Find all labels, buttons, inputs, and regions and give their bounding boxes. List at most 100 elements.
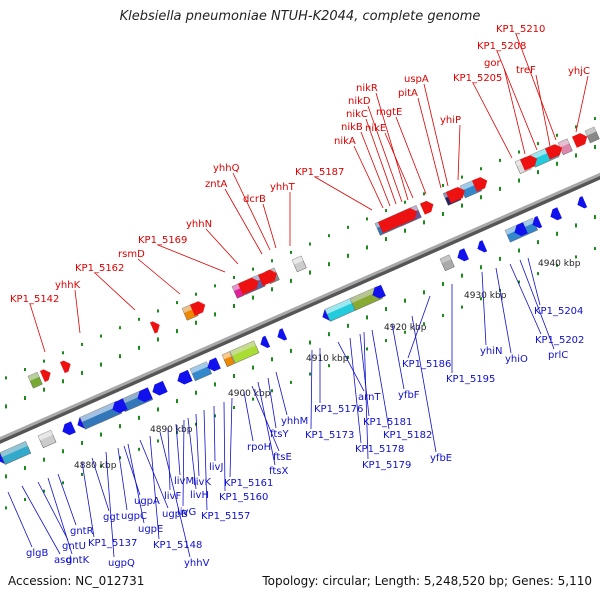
forward-gene-label: KP1_5208 — [477, 41, 526, 52]
gene-feature — [221, 351, 235, 368]
gene-feature — [60, 360, 71, 374]
forward-leader-line — [472, 82, 513, 159]
gene-feature — [112, 398, 128, 414]
gene-feature — [238, 277, 259, 295]
reverse-leader-line — [519, 259, 555, 350]
forward-leader-line — [314, 176, 373, 211]
gene-arrow — [572, 133, 588, 148]
tick-mark — [309, 270, 311, 275]
forward-gene-label: KP1_5205 — [453, 73, 502, 84]
scale-label: 4940 kbp — [538, 259, 581, 269]
tick-mark — [404, 330, 406, 334]
reverse-gene-label: yhiN — [480, 346, 503, 357]
gene-arrow — [532, 216, 543, 229]
tick-mark — [43, 457, 45, 462]
reverse-gene-label: gntU — [62, 541, 86, 552]
tick-mark — [556, 161, 558, 166]
reverse-leader-line — [21, 485, 61, 555]
tick-mark — [195, 390, 197, 395]
tick-mark — [404, 298, 406, 303]
reverse-gene-label: prlC — [548, 350, 568, 361]
reverse-leader-line — [167, 427, 171, 491]
gene-feature — [152, 380, 168, 396]
gene-feature — [420, 200, 434, 215]
reverse-leader-line — [407, 295, 431, 359]
tick-mark — [594, 215, 596, 220]
tick-mark — [81, 440, 83, 445]
gene-arrow — [378, 208, 418, 234]
tick-mark — [271, 389, 273, 393]
reverse-leader-line — [509, 263, 542, 335]
forward-gene-label: dcrB — [243, 194, 266, 205]
reverse-leader-line — [229, 397, 233, 478]
gene-feature — [572, 133, 588, 148]
forward-leader-line — [384, 132, 414, 199]
reverse-gene-label: gntK — [66, 555, 90, 566]
reverse-leader-line — [481, 271, 487, 346]
tick-mark — [100, 464, 102, 468]
gene-arrow — [238, 277, 259, 295]
tick-mark — [461, 305, 463, 309]
tick-mark — [5, 506, 7, 510]
tick-mark — [556, 231, 558, 236]
reverse-gene-label: yfbE — [430, 453, 452, 464]
tick-mark — [423, 220, 425, 225]
gene-block-highlight — [27, 372, 40, 381]
reverse-leader-line — [213, 405, 216, 462]
tick-mark — [62, 481, 64, 485]
reverse-gene-label: ugpA — [134, 496, 160, 507]
gene-block-highlight — [0, 441, 28, 458]
reverse-leader-line — [195, 413, 200, 477]
forward-gene-label: yhhK — [55, 280, 81, 291]
forward-leader-line — [535, 74, 551, 147]
reverse-leader-line — [37, 481, 69, 541]
tick-mark — [537, 142, 539, 146]
tick-mark — [309, 340, 311, 345]
tick-mark — [385, 307, 387, 312]
reverse-gene-label: livK — [193, 477, 211, 488]
gene-arrow — [277, 328, 288, 341]
reverse-gene-label: KP1_5204 — [534, 306, 583, 317]
tick-mark — [442, 313, 444, 317]
gene-arrow — [150, 321, 160, 334]
forward-gene-label: KP1_5162 — [75, 263, 124, 274]
forward-gene-label: nikC — [346, 109, 368, 120]
tick-mark — [480, 167, 482, 171]
tick-mark — [461, 273, 463, 278]
scale-label: 4910 kbp — [306, 354, 349, 364]
tick-mark — [328, 234, 330, 238]
gene-block-highlight — [292, 255, 304, 265]
gene-block-highlight — [80, 401, 119, 422]
tick-mark — [404, 228, 406, 233]
genome-title: Klebsiella pneumoniae NTUH-K2044, comple… — [119, 9, 481, 24]
reverse-gene-track — [0, 196, 588, 465]
forward-gene-labels: KP1_5142 yhhK KP1_5162 rsmD KP1_5169 yhhN zntA… — [10, 24, 590, 305]
tick-mark — [518, 248, 520, 253]
reverse-leader-line — [139, 439, 169, 509]
gene-feature — [40, 369, 51, 382]
forward-leader-line — [224, 188, 263, 255]
tick-mark — [328, 262, 330, 267]
scale-label: 4900 kbp — [228, 389, 271, 399]
gene-arrow — [60, 360, 71, 374]
tick-mark — [290, 278, 292, 283]
forward-gene-label: nikA — [334, 136, 356, 147]
tick-mark — [252, 397, 254, 401]
tick-mark — [309, 372, 311, 376]
tick-mark — [480, 195, 482, 200]
reverse-leader-line — [91, 457, 110, 512]
tick-mark — [442, 183, 444, 187]
tick-mark — [100, 362, 102, 367]
reverse-leader-line — [203, 409, 208, 511]
reverse-gene-label: KP1_5160 — [219, 492, 268, 503]
reverse-leader-line — [182, 419, 185, 507]
forward-leader-line — [496, 50, 538, 151]
backbone — [0, 172, 600, 441]
reverse-leader-line — [275, 371, 288, 416]
gene-block-highlight — [324, 297, 355, 315]
tick-mark — [24, 466, 26, 471]
tick-mark — [62, 449, 64, 454]
forward-gene-label: nikD — [348, 96, 371, 107]
tick-mark — [214, 312, 216, 317]
